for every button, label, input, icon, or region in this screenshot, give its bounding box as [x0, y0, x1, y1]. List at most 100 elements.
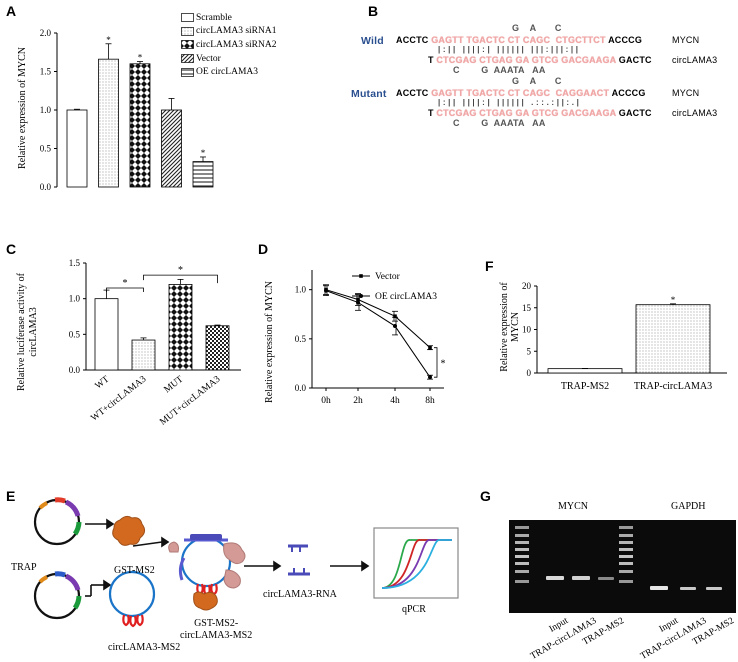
- rna-fragments-icon: [288, 544, 310, 576]
- bar: [66, 109, 88, 188]
- legend-swatch-fill: [181, 40, 194, 50]
- ladder-band: [619, 548, 633, 551]
- qpcr-plot-icon: [373, 527, 459, 599]
- legend-swatch: [181, 13, 194, 23]
- bar: [205, 325, 230, 371]
- y-tick-label: 15: [522, 303, 532, 313]
- wild-bottom-bulge: C G AAATA AA: [453, 65, 546, 75]
- significance-bracket: [143, 274, 218, 284]
- y-tick-label: 0.5: [69, 329, 81, 339]
- plasmid-2-icon: [33, 571, 82, 620]
- ladder-band: [515, 534, 529, 537]
- bar: [129, 63, 151, 188]
- chart-a-legend: Scramble circLAMA3 siRNA1: [181, 11, 276, 79]
- complex-label-line2: circLAMA3-MS2: [180, 630, 253, 641]
- ladder-band: [619, 534, 633, 537]
- x-tick-label: 2h: [353, 396, 363, 406]
- gel-band: [680, 587, 696, 590]
- legend-swatch: [181, 54, 194, 63]
- legend-marker: [359, 274, 363, 278]
- bar: [168, 284, 193, 371]
- y-tick-label: 1.0: [40, 105, 52, 115]
- x-tick-label: MUT: [163, 374, 186, 395]
- data-point: [324, 288, 328, 293]
- wild-label: Wild: [361, 35, 384, 47]
- gel-band: [706, 587, 722, 590]
- panel-label-a: A: [6, 3, 17, 19]
- wild-top-bulge: G A C: [512, 23, 562, 33]
- data-point: [428, 345, 432, 350]
- wild-circ-seq: T CTCGAG CTGAG GA GTCG GACGAAGA GACTC: [428, 55, 652, 65]
- complex-icon: [168, 534, 246, 611]
- chart-d: 0.0 0.5 1.0 0h 2h 4h 8h * Vector OE circLAMA3: [295, 270, 446, 406]
- mutant-pairing: | : | | | | | | : | | | | | | | . : : . …: [438, 98, 580, 107]
- gel-band: [572, 576, 590, 580]
- series-line: [325, 290, 431, 378]
- bar: [131, 339, 156, 371]
- x-tick-label: TRAP-circLAMA3: [634, 381, 712, 392]
- y-tick-label: 0.5: [295, 334, 307, 344]
- significance-mark: *: [671, 295, 676, 305]
- legend-item: OE circLAMA3: [181, 65, 276, 79]
- x-tick-label: WT: [94, 374, 112, 391]
- mutant-label: Mutant: [351, 88, 387, 100]
- y-tick-label: 0: [527, 368, 532, 378]
- legend-swatch: [181, 67, 194, 77]
- legend-label: circLAMA3 siRNA2: [196, 39, 277, 50]
- legend-swatch-fill: [181, 27, 194, 36]
- mutant-bottom-bulge: C G AAATA AA: [453, 118, 546, 128]
- ladder-band: [515, 580, 529, 583]
- y-tick-label: 0.5: [40, 144, 52, 154]
- panel-label-d: D: [258, 241, 269, 257]
- series-line: [325, 289, 431, 349]
- x-tick-label: 0h: [321, 396, 331, 406]
- qpcr-label: qPCR: [402, 604, 426, 615]
- significance-mark: *: [178, 265, 183, 276]
- y-tick-label: 1.0: [295, 285, 307, 295]
- wild-pairing: | : | | | | | | : | | | | | | | | | | : …: [438, 45, 579, 54]
- chart-a: 0.0 0.5 1.0 1.5 2.0 * * *: [40, 28, 214, 192]
- bar: [635, 304, 711, 374]
- circlama3-ms2-label: circLAMA3-MS2: [108, 642, 181, 653]
- gel-mycn-label: MYCN: [558, 501, 589, 512]
- ladder-band: [619, 555, 633, 558]
- circlama3-ms2-icon: [108, 570, 156, 628]
- legend-label: OE circLAMA3: [196, 67, 258, 78]
- legend-label: Vector: [196, 53, 221, 64]
- y-tick-label: 5: [527, 346, 532, 356]
- trap-schematic: [33, 497, 459, 628]
- gel-lane-labels: Input TRAP-circLAMA3 TRAP-MS2 Input TRAP-cir…: [509, 614, 738, 662]
- panel-label-f: F: [485, 258, 494, 274]
- legend-label: Scramble: [196, 12, 232, 23]
- ladder-band: [619, 580, 633, 583]
- legend-item: Scramble: [181, 11, 276, 25]
- panel-label-c: C: [6, 241, 17, 257]
- complex-label-line1: GST-MS2-: [194, 618, 239, 629]
- legend-swatch: [181, 40, 194, 50]
- wild-mycn-label: MYCN: [672, 35, 700, 45]
- chart-c-ylabel: Relative luciferase activity of circLAMA…: [16, 273, 39, 392]
- panel-label-b: B: [368, 3, 379, 19]
- significance-mark: *: [106, 35, 111, 45]
- gst-ms2-protein-icon: [112, 515, 146, 546]
- data-point: [393, 324, 397, 329]
- gel-band: [650, 586, 668, 590]
- significance-mark: *: [138, 52, 143, 62]
- circlama3-rna-label: circLAMA3-RNA: [263, 589, 337, 600]
- panel-label-g: G: [480, 488, 491, 504]
- legend-label: OE circLAMA3: [375, 292, 437, 302]
- data-point: [393, 314, 397, 319]
- x-tick-label: 8h: [425, 396, 435, 406]
- legend-item: circLAMA3 siRNA1: [181, 25, 276, 39]
- gel-band: [546, 576, 564, 580]
- wild-mycn-seq: ACCTC GAGTT TGACTC CT CAGC CTGCTTCT ACCC…: [396, 35, 643, 45]
- mutant-circ-seq: T CTCGAG CTGAG GA GTCG GACGAAGA GACTC: [428, 108, 652, 118]
- significance-bracket: [106, 287, 144, 292]
- legend-marker: [359, 294, 363, 298]
- significance-mark: *: [123, 278, 128, 289]
- complex-label: GST-MS2- circLAMA3-MS2: [180, 618, 252, 642]
- significance-mark: *: [201, 148, 206, 158]
- mutant-mycn-label: MYCN: [672, 88, 700, 98]
- ladder-band: [515, 562, 529, 565]
